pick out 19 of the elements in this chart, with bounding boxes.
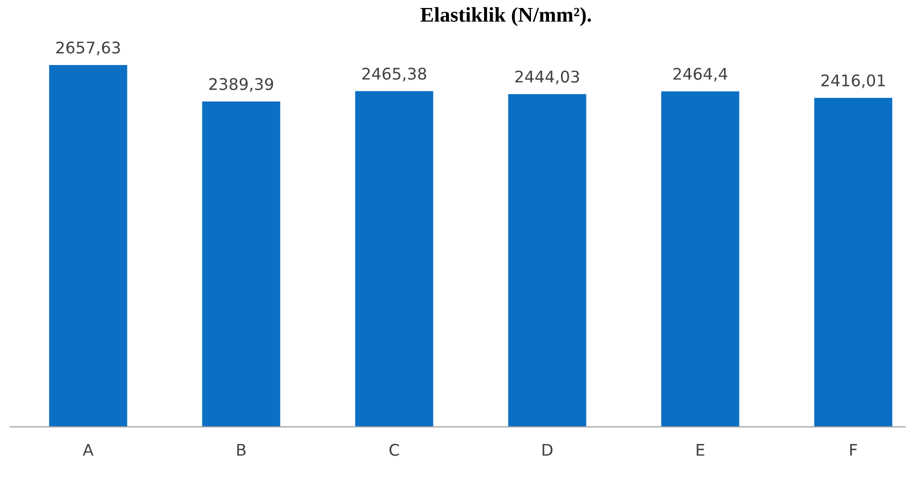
x-tick-label: C xyxy=(390,444,399,456)
data-label: 2416,01 xyxy=(821,74,885,88)
chart-title: Elastiklik (N/mm²). xyxy=(420,7,591,26)
data-label: 2389,39 xyxy=(209,78,274,92)
bar xyxy=(355,91,434,427)
x-tick-label: E xyxy=(696,444,704,456)
bar xyxy=(814,98,892,427)
x-tick-label: A xyxy=(82,444,94,456)
bar xyxy=(661,91,740,427)
x-tick-label: D xyxy=(542,444,552,456)
bar xyxy=(508,94,586,427)
x-tick-label: B xyxy=(237,444,246,456)
data-label: 2657,63 xyxy=(56,42,120,56)
data-label: 2444,03 xyxy=(515,70,579,84)
bar xyxy=(49,65,128,427)
data-label: 2465,38 xyxy=(362,68,426,82)
bar xyxy=(202,102,280,427)
data-label: 2464,4 xyxy=(673,68,728,82)
x-tick-label: F xyxy=(850,444,857,456)
